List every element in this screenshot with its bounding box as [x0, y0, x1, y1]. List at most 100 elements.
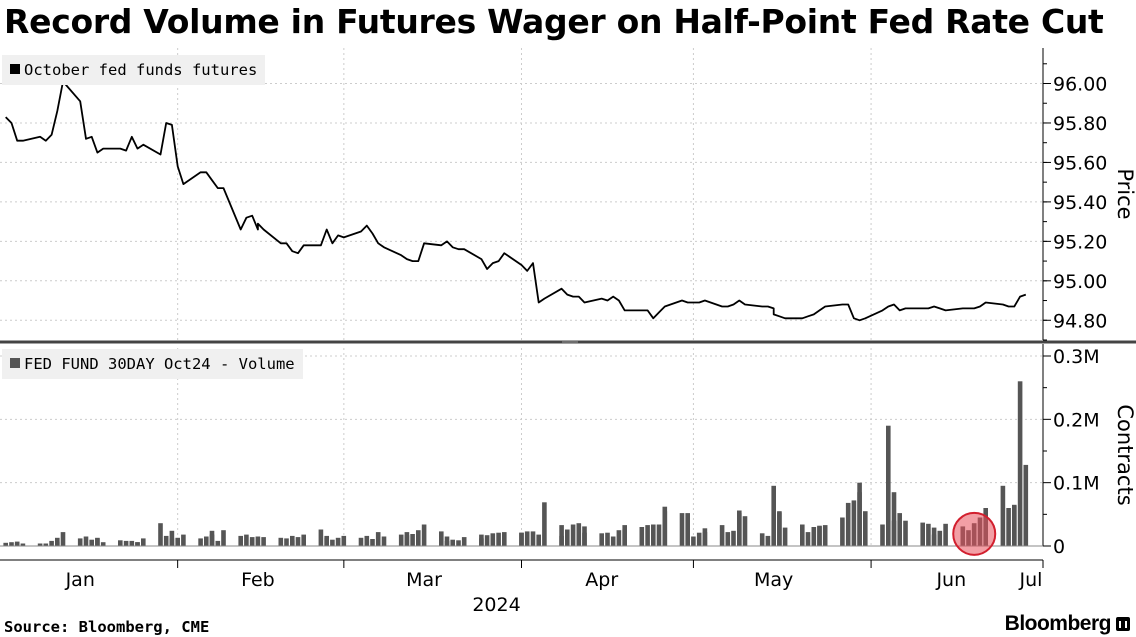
x-axis: Jan Feb Mar Apr May Jun Jul 2024: [0, 559, 1044, 616]
volume-bar: [851, 500, 857, 546]
price-axis: 96.00 95.80 95.60 95.40 95.20 95.00 94.80 Price: [0, 48, 1136, 344]
source-note: Source: Bloomberg, CME: [4, 618, 210, 636]
volume-bar: [1000, 485, 1006, 546]
volume-bar: [175, 537, 180, 546]
volume-bar: [55, 541, 60, 546]
volume-bar: [639, 527, 645, 546]
volume-tick-label: 0: [1053, 536, 1065, 558]
volume-bar: [880, 524, 885, 546]
volume-bar: [181, 534, 186, 546]
volume-bar: [857, 482, 862, 546]
volume-bar: [651, 524, 656, 546]
volume-bar: [737, 510, 742, 546]
volume-bar: [811, 527, 817, 546]
volume-bar: [817, 525, 822, 546]
price-tick-label: 95.20: [1053, 231, 1107, 253]
volume-bar: [903, 520, 908, 546]
volume-bar: [490, 533, 496, 546]
volume-bar: [375, 532, 381, 546]
x-tick-label: Apr: [585, 569, 618, 591]
volume-bar: [209, 534, 215, 546]
volume-bar: [301, 534, 306, 546]
volume-bar: [805, 532, 811, 546]
volume-bar: [691, 536, 696, 546]
volume-bar: [1017, 381, 1023, 546]
volume-bar: [20, 543, 26, 546]
price-line: [5, 80, 1027, 322]
price-tick-label: 95.80: [1053, 113, 1107, 135]
volume-bar: [742, 516, 748, 546]
volume-bar: [83, 536, 89, 546]
volume-bar: [158, 523, 163, 546]
volume-bar: [530, 531, 536, 546]
volume-bar: [204, 536, 209, 546]
volume-bar: [891, 492, 897, 546]
volume-bar: [685, 513, 690, 546]
volume-bar: [479, 534, 484, 546]
volume-bar: [9, 542, 14, 546]
volume-bar: [364, 535, 370, 546]
volume-bar: [261, 537, 266, 546]
volume-bar: [324, 537, 329, 546]
volume-bar: [295, 537, 301, 546]
volume-bar: [926, 523, 931, 546]
volume-bar: [169, 530, 175, 546]
volume-bar: [255, 536, 261, 546]
volume-bar: [238, 535, 243, 546]
volume-bar: [559, 525, 564, 546]
price-tick-label: 95.60: [1053, 152, 1107, 174]
volume-bar: [931, 534, 937, 546]
volume-bar: [570, 524, 576, 546]
volume-bar: [416, 530, 421, 546]
volume-bar: [565, 529, 570, 546]
volume-bar: [777, 512, 782, 546]
price-tick-label: 95.00: [1053, 271, 1107, 293]
volume-bar: [920, 522, 925, 546]
volume-bar: [60, 532, 66, 546]
x-tick-label: Jul: [1019, 569, 1043, 591]
price-tick-label: 96.00: [1053, 74, 1107, 96]
x-tick-label: Mar: [406, 569, 442, 591]
volume-bar: [524, 531, 530, 546]
volume-bar: [163, 535, 169, 546]
volume-bar: [439, 531, 444, 546]
volume-bar: [886, 425, 891, 546]
volume-bar: [800, 524, 805, 546]
volume-bar: [335, 537, 341, 546]
price-legend: October fed funds futures: [2, 55, 266, 85]
x-tick-label: Jun: [935, 569, 966, 591]
volume-bar: [141, 538, 146, 546]
volume-tick-label: 0.3M: [1053, 346, 1100, 368]
volume-bar: [484, 535, 490, 546]
volume-axis: 0.3M 0.2M 0.1M 0 Contracts: [0, 344, 1136, 558]
volume-grid: [0, 348, 1043, 546]
volume-bar: [49, 540, 54, 546]
volume-bar: [845, 502, 851, 546]
record-volume-highlight: [952, 511, 997, 556]
price-tick-label: 95.40: [1053, 192, 1107, 214]
volume-bar: [765, 535, 771, 546]
volume-bar: [330, 539, 335, 546]
volume-bar: [622, 525, 627, 546]
price-axis-label: Price: [1113, 168, 1136, 219]
volume-legend-swatch: [10, 358, 20, 368]
volume-bar: [135, 542, 140, 546]
volume-bar: [1006, 508, 1011, 546]
volume-bar: [840, 517, 845, 546]
volume-bar: [610, 536, 616, 546]
brand-name: Bloomberg: [1004, 612, 1112, 635]
x-tick-label: Jan: [65, 569, 95, 591]
volume-bar: [284, 538, 289, 546]
volume-bar: [123, 540, 129, 546]
volume-series: [3, 381, 1029, 546]
volume-bar: [37, 543, 43, 546]
volume-bar: [77, 538, 83, 546]
volume-axis-label: Contracts: [1113, 404, 1136, 505]
volume-bar: [341, 535, 347, 546]
volume-tick-label: 0.2M: [1053, 409, 1100, 431]
volume-bar: [129, 540, 135, 546]
volume-bar: [891, 520, 897, 546]
volume-bar: [599, 533, 604, 546]
volume-bar: [863, 511, 868, 546]
volume-bar: [702, 532, 708, 546]
